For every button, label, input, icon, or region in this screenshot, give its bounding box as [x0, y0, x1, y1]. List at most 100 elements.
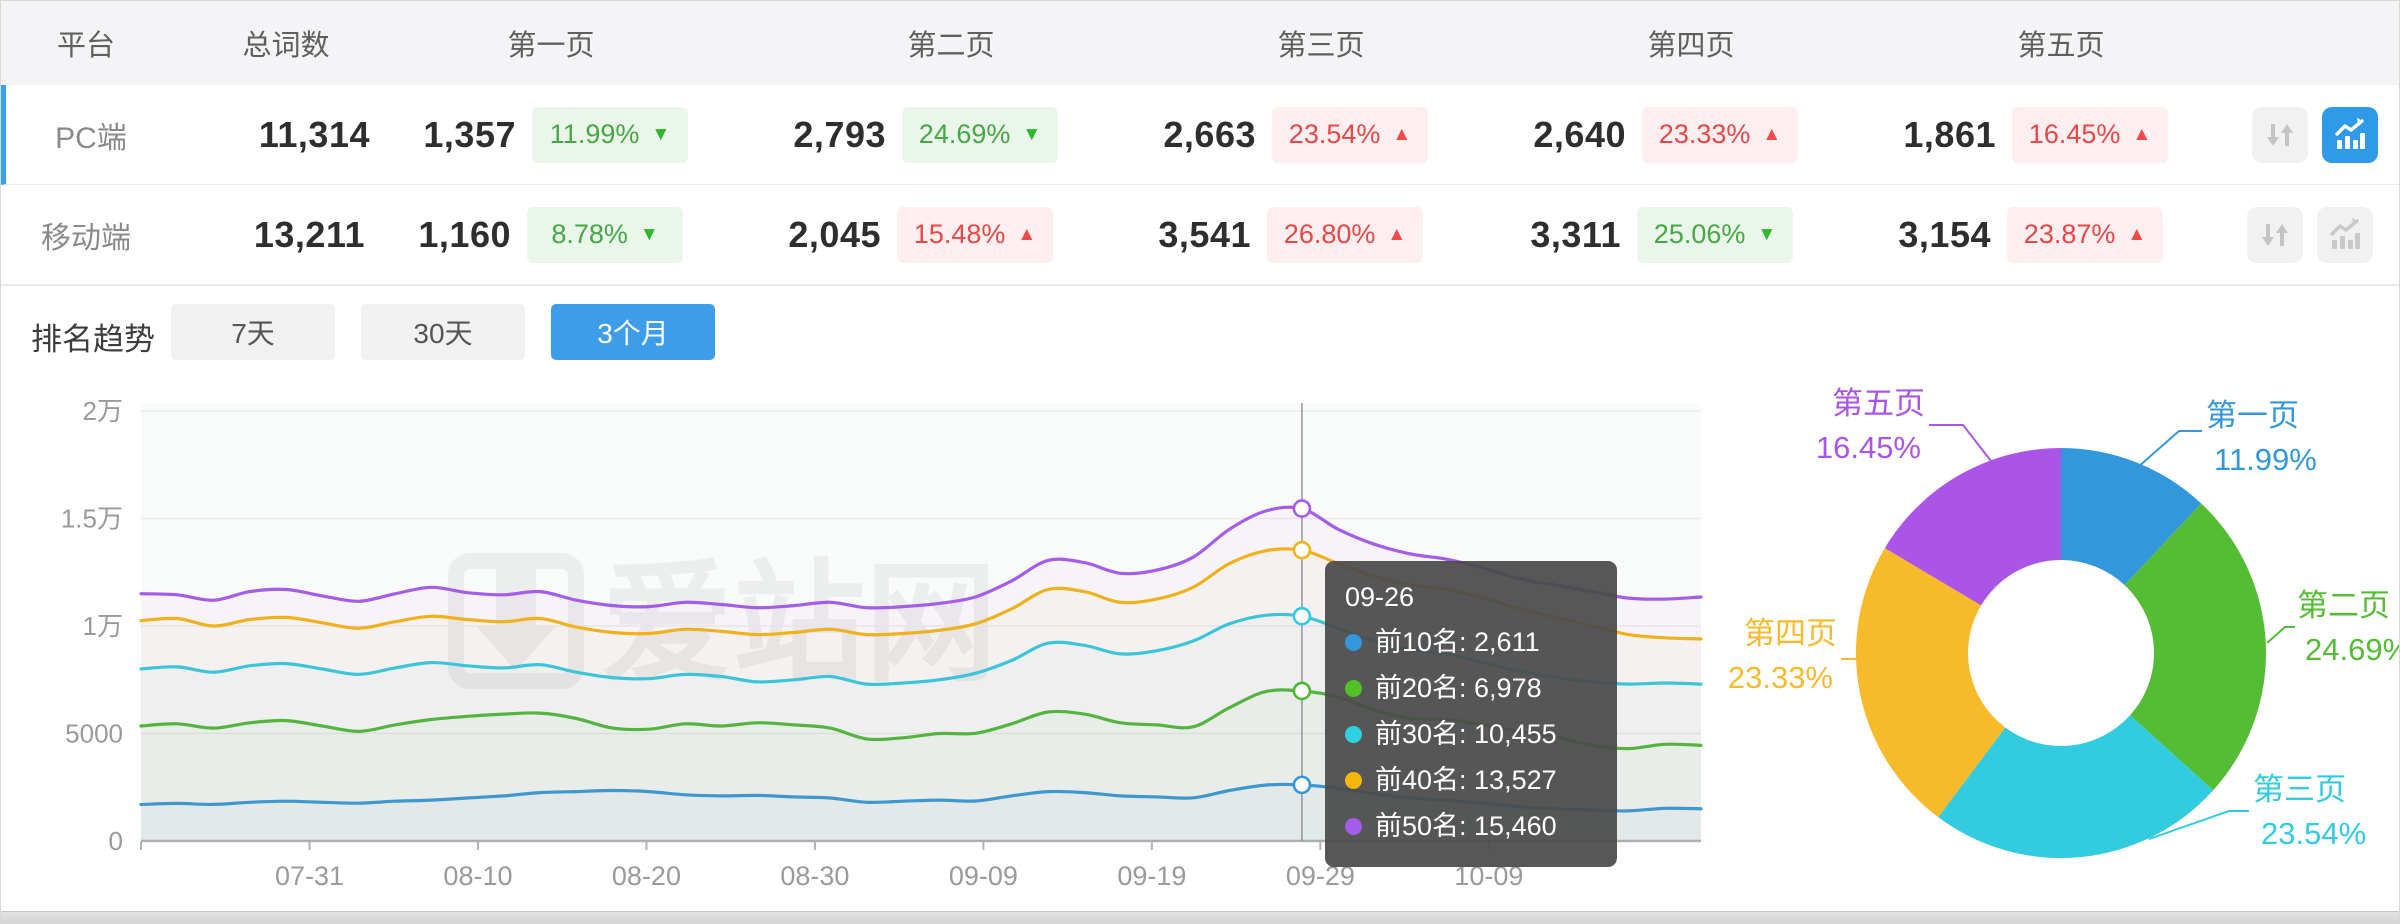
donut-pct-label: 23.33% — [1728, 660, 1833, 695]
sort-button[interactable] — [2252, 106, 2308, 163]
page-3-trend-cell: 23.54% ▲ — [1256, 106, 1446, 163]
trend-pct: 25.06% — [1653, 219, 1746, 249]
header-page-3: 第三页 — [1277, 30, 1365, 62]
range-tabs: 7天 30天 3个月 — [171, 304, 715, 360]
svg-text:0: 0 — [109, 826, 123, 856]
arrow-up-icon: ▲ — [2127, 224, 2147, 245]
platform-label: 移动端 — [41, 221, 131, 255]
trend-pct: 24.69% — [918, 119, 1011, 149]
rank-table-header: 平台 总词数 第一页 第二页 第三页 第四页 第五页 — [1, 1, 2399, 86]
donut-slice-第四页 — [1856, 548, 2006, 818]
header-page-1: 第一页 — [507, 30, 595, 62]
header-page-4: 第四页 — [1647, 30, 1735, 62]
donut-pct-label: 16.45% — [1816, 430, 1921, 465]
show-trend-chart-button[interactable] — [2317, 206, 2373, 263]
page-2-trend-cell: 24.69% ▼ — [886, 106, 1076, 163]
donut-label: 第二页 — [2297, 588, 2390, 623]
donut-slice-第二页 — [2124, 503, 2266, 791]
arrow-down-icon: ▼ — [1022, 124, 1042, 145]
show-trend-chart-button[interactable] — [2322, 106, 2378, 163]
trend-badge: 25.06% ▼ — [1637, 206, 1793, 263]
tab-7d[interactable]: 7天 — [171, 304, 335, 360]
page-4-count: 3,311 — [1530, 213, 1621, 255]
donut-slice-第一页 — [2061, 448, 2202, 586]
page-distribution-donut-chart[interactable]: 第一页 11.99% 第二页 24.69% 第三页 23.54% 第四页 23.33% 第五页 1… — [1701, 381, 2400, 921]
trend-pct: 15.48% — [913, 219, 1006, 249]
arrow-up-icon: ▲ — [2132, 124, 2152, 145]
arrow-up-icon: ▲ — [1392, 124, 1412, 145]
donut-slice-第五页 — [1884, 448, 2061, 606]
trend-pct: 26.80% — [1283, 219, 1376, 249]
tab-30d[interactable]: 30天 — [361, 304, 525, 360]
chart-tooltip: 09-26 前10名: 2,611 前20名: 6,978 前30名: 10,455… — [1325, 561, 1617, 867]
arrow-down-icon: ▼ — [651, 124, 671, 145]
arrow-up-icon: ▲ — [1017, 224, 1037, 245]
header-platform: 平台 — [56, 30, 115, 62]
series-dot-icon — [1345, 771, 1362, 789]
donut-pct-label: 23.54% — [2261, 816, 2366, 851]
sort-icon — [2262, 223, 2288, 246]
total-words-value: 13,211 — [253, 213, 365, 255]
page-5-trend-cell: 23.87% ▲ — [1991, 206, 2171, 263]
tab-3m[interactable]: 3个月 — [551, 304, 715, 360]
svg-text:08-30: 08-30 — [780, 861, 849, 891]
page-4-trend-cell: 25.06% ▼ — [1621, 206, 1811, 263]
page-5-trend-cell: 16.45% ▲ — [1996, 106, 2176, 163]
page-2-count: 2,793 — [793, 113, 886, 155]
svg-text:09-19: 09-19 — [1117, 861, 1186, 891]
page-4-count: 2,640 — [1533, 113, 1626, 155]
bottom-scroll-strip — [1, 911, 2399, 923]
trend-badge: 11.99% ▼ — [532, 106, 688, 163]
trend-badge: 16.45% ▲ — [2012, 106, 2168, 163]
tooltip-text: 前20名: 6,978 — [1375, 673, 1542, 703]
page-4-trend-cell: 23.33% ▲ — [1626, 106, 1816, 163]
trend-badge: 23.87% ▲ — [2007, 206, 2163, 263]
tooltip-date: 09-26 — [1345, 582, 1415, 612]
row-actions — [2176, 106, 2399, 163]
page-1-count: 1,160 — [418, 213, 511, 255]
page-1-trend-cell: 11.99% ▼ — [516, 106, 706, 163]
page-2-trend-cell: 15.48% ▲ — [881, 206, 1071, 263]
trend-badge: 23.33% ▲ — [1642, 106, 1798, 163]
page-5-count: 3,154 — [1898, 213, 1991, 255]
trend-chart-icon — [2330, 217, 2360, 249]
series-dot-icon — [1345, 817, 1362, 835]
trend-badge: 23.54% ▲ — [1272, 106, 1428, 163]
trend-badge: 26.80% ▲ — [1267, 206, 1423, 263]
arrow-down-icon: ▼ — [1757, 224, 1777, 245]
page-3-count: 2,663 — [1163, 113, 1256, 155]
table-row[interactable]: PC端 11,314 1,357 11.99% ▼ 2,793 24.69% ▼ 2,663 23… — [1, 85, 2399, 185]
sort-button[interactable] — [2247, 206, 2303, 263]
svg-text:09-09: 09-09 — [949, 861, 1018, 891]
svg-text:1.5万: 1.5万 — [61, 504, 123, 534]
trend-pct: 23.54% — [1288, 119, 1381, 149]
page-5-count: 1,861 — [1903, 113, 1996, 155]
arrow-up-icon: ▲ — [1762, 124, 1782, 145]
arrow-up-icon: ▲ — [1387, 224, 1407, 245]
series-dot-icon — [1345, 633, 1362, 651]
arrow-down-icon: ▼ — [639, 224, 659, 245]
page-1-count: 1,357 — [423, 113, 516, 155]
trend-pct: 8.78% — [551, 219, 628, 249]
table-row[interactable]: 移动端 13,211 1,160 8.78% ▼ 2,045 15.48% ▲ 3,541 26.… — [1, 185, 2399, 285]
tooltip-item: 前20名: 6,978 — [1345, 665, 1593, 711]
row-actions — [2171, 206, 2399, 263]
page-3-trend-cell: 26.80% ▲ — [1251, 206, 1441, 263]
trend-pct: 23.87% — [2023, 219, 2116, 249]
trend-pct: 23.33% — [1658, 119, 1751, 149]
tooltip-item: 前50名: 15,460 — [1345, 803, 1593, 849]
donut-pct-label: 24.69% — [2305, 632, 2400, 667]
donut-slice-第三页 — [1938, 715, 2214, 858]
series-dot-icon — [1345, 679, 1362, 697]
svg-text:2万: 2万 — [83, 396, 123, 426]
platform-label: PC端 — [55, 121, 127, 155]
trend-section-header: 排名趋势 7天 30天 3个月 — [1, 285, 2399, 392]
trend-pct: 11.99% — [549, 119, 640, 149]
series-dot-icon — [1345, 725, 1362, 743]
trend-pct: 16.45% — [2028, 119, 2121, 149]
page-3-count: 3,541 — [1158, 213, 1251, 255]
header-page-2: 第二页 — [907, 30, 995, 62]
trend-badge: 8.78% ▼ — [527, 206, 683, 263]
page-2-count: 2,045 — [788, 213, 881, 255]
